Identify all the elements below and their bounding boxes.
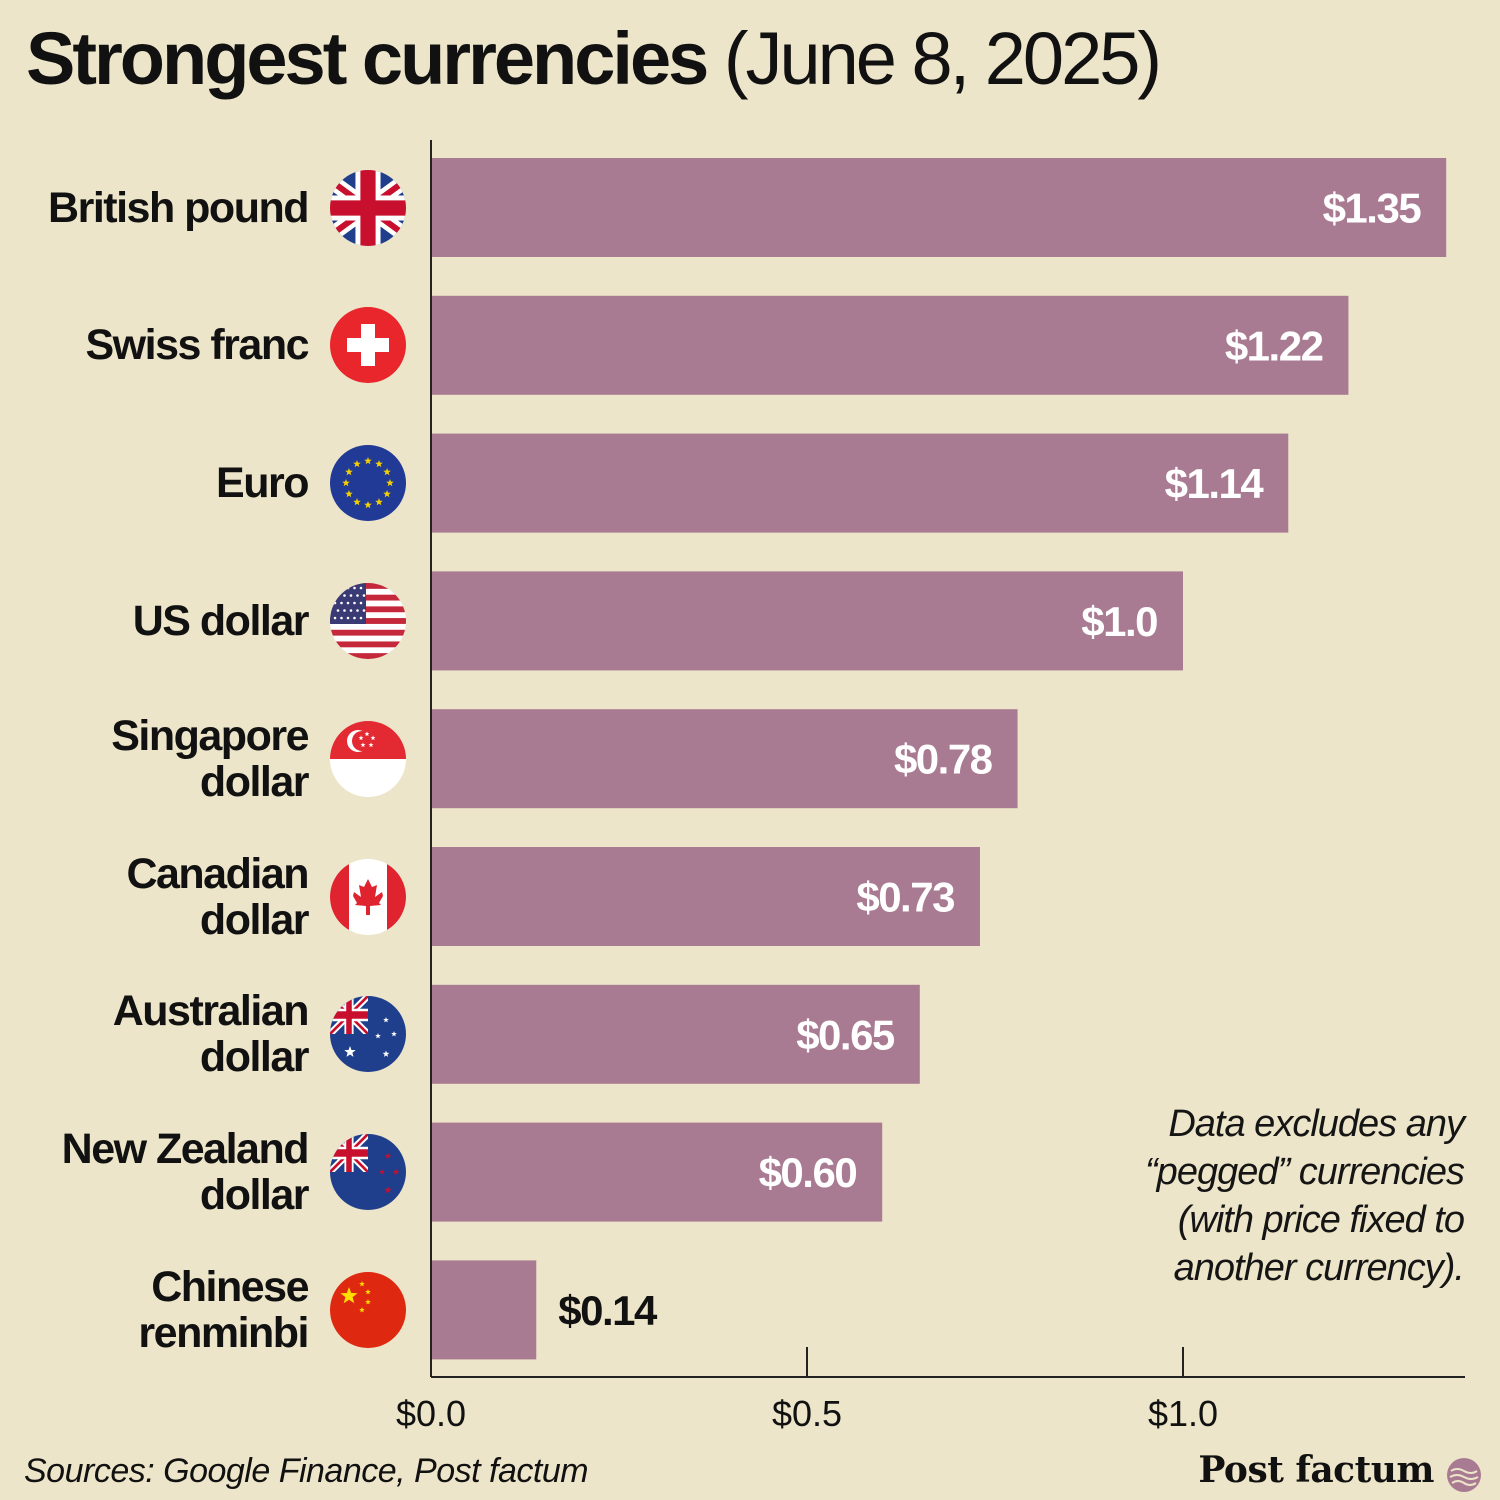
post-factum-logo-icon	[1447, 1458, 1481, 1492]
switzerland-flag-icon	[330, 307, 406, 384]
bar	[431, 433, 1289, 533]
category-label-line: Chinese	[151, 1262, 309, 1311]
eu-flag-icon	[330, 445, 406, 522]
category-label: Swiss franc	[8, 321, 310, 370]
canada-flag-icon	[330, 858, 406, 935]
bar-value-label: $1.14	[1165, 460, 1265, 507]
footnote-line: another currency).	[1173, 1247, 1465, 1289]
x-tick-label: $0.0	[396, 1393, 466, 1434]
brand-name: Post factum	[1198, 1449, 1434, 1491]
bar	[431, 984, 920, 1084]
bar	[431, 571, 1183, 671]
category-label: Chinese renminbi	[8, 1262, 309, 1357]
bar-value-label: $1.0	[1081, 598, 1157, 645]
new-zealand-flag-icon	[330, 1134, 406, 1211]
category-label-line: New Zealand	[61, 1125, 310, 1174]
bar	[431, 158, 1447, 257]
category-label: Australian dollar	[8, 987, 310, 1082]
china-flag-icon	[330, 1271, 406, 1348]
bar-value-label: $0.78	[894, 736, 993, 783]
footnote-line: (with price fixed to	[1177, 1199, 1465, 1241]
category-label: Canadian dollar	[8, 849, 310, 944]
category-label-line: Swiss franc	[85, 321, 310, 370]
category-label: Euro	[8, 459, 309, 508]
bar	[431, 847, 980, 946]
category-label: US dollar	[8, 596, 310, 645]
category-label-line: dollar	[199, 1033, 310, 1082]
bar-value-label: $0.60	[759, 1149, 857, 1196]
bar	[431, 295, 1349, 395]
source-credit: Sources: Google Finance, Post factum	[24, 1452, 589, 1490]
category-label-line: dollar	[199, 757, 310, 806]
footnote-line: “pegged” currencies	[1145, 1151, 1465, 1193]
australia-flag-icon	[330, 996, 406, 1073]
bar-value-label: $0.65	[796, 1011, 895, 1058]
bar	[431, 709, 1018, 809]
category-label-line: US dollar	[132, 596, 310, 645]
bar-value-label: $1.22	[1225, 322, 1323, 369]
category-label-line: dollar	[199, 1171, 310, 1220]
x-tick-label: $0.5	[772, 1393, 842, 1434]
footnote: Data excludes any “pegged” currencies (w…	[1084, 1100, 1465, 1292]
category-label-line: Canadian	[126, 849, 309, 898]
footnote-line: Data excludes any	[1168, 1103, 1465, 1145]
category-label-line: Singapore	[111, 711, 309, 760]
bar-value-label: $0.14	[558, 1287, 658, 1334]
chart-title: Strongest currencies (June 8, 2025)	[26, 14, 1162, 104]
bar	[431, 1260, 537, 1360]
chart-title-main: Strongest currencies	[26, 17, 709, 100]
uk-flag-icon	[330, 169, 406, 246]
singapore-flag-icon	[330, 720, 406, 797]
category-label: British pound	[8, 183, 309, 232]
category-label-line: Euro	[216, 459, 309, 508]
category-label: New Zealand dollar	[8, 1125, 310, 1220]
chart-title-date: (June 8, 2025)	[723, 17, 1162, 100]
bar	[431, 1122, 883, 1222]
category-label-line: renminbi	[138, 1308, 309, 1357]
bar-value-label: $1.35	[1323, 185, 1422, 232]
x-tick-label: $1.0	[1148, 1393, 1218, 1434]
us-flag-icon	[330, 582, 406, 659]
category-label-line: dollar	[199, 895, 310, 944]
category-label-line: British pound	[48, 183, 309, 232]
category-label-line: Australian	[112, 987, 310, 1036]
bar-value-label: $0.73	[856, 874, 954, 921]
category-label: Singapore dollar	[8, 711, 310, 806]
